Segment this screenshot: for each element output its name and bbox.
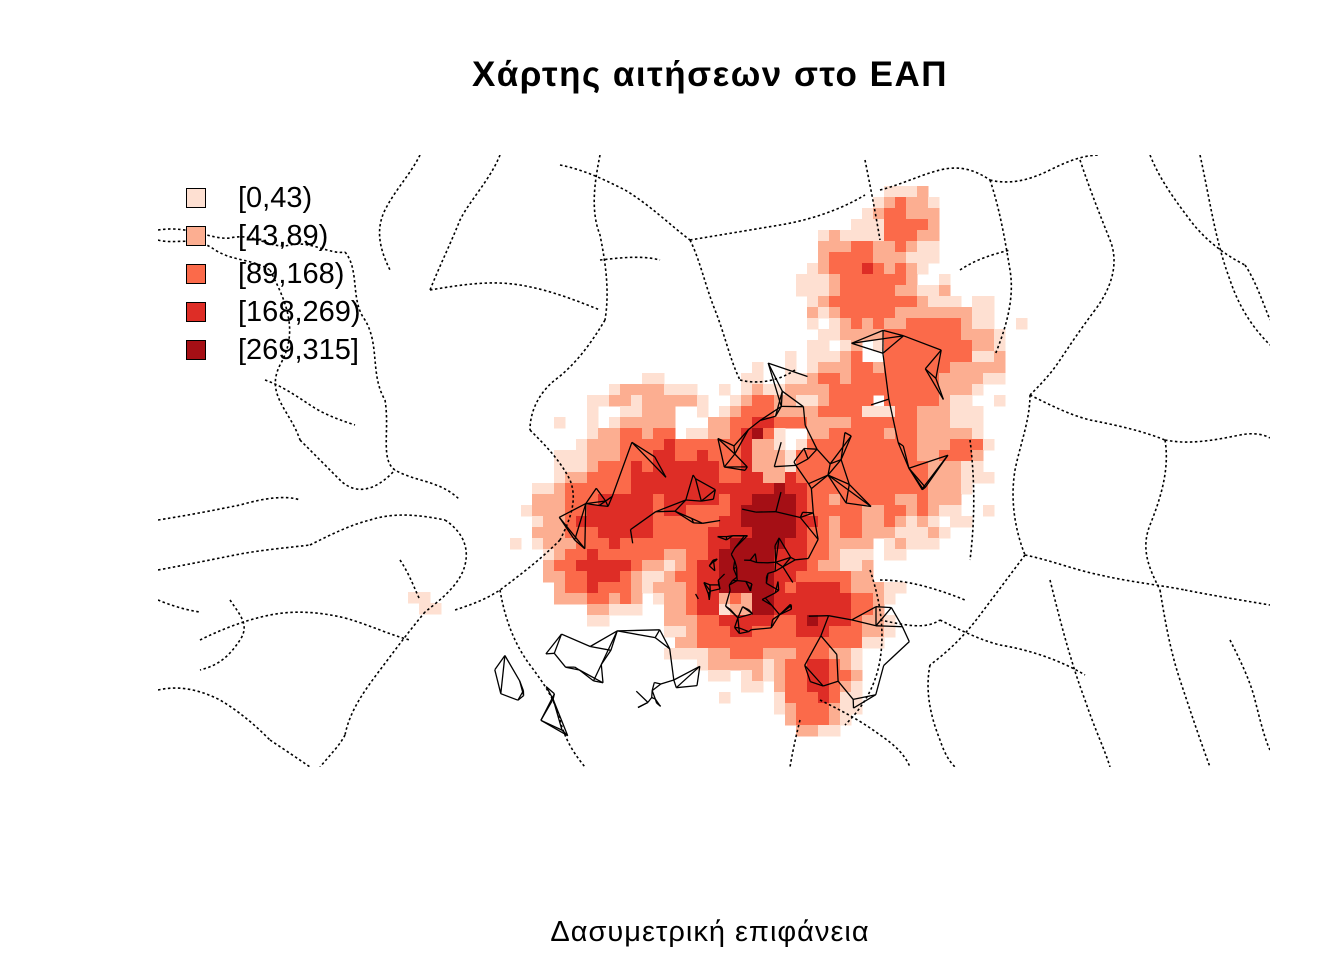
map-title: Χάρτης αιτήσεων στο ΕΑΠ	[471, 55, 949, 94]
legend-item: [269,315]	[183, 332, 423, 370]
legend-label: [89,168)	[238, 258, 345, 290]
legend: [0,43) [43,89) [89,168) [168,269) [269,3…	[183, 180, 423, 370]
legend-swatch	[186, 302, 206, 322]
legend-swatch	[186, 188, 206, 208]
legend-item: [89,168)	[183, 256, 423, 294]
legend-item: [0,43)	[183, 180, 423, 218]
legend-label: [43,89)	[238, 220, 329, 252]
inner-boundaries	[494, 329, 949, 737]
legend-label: [269,315]	[238, 334, 359, 366]
legend-swatch	[186, 340, 206, 360]
legend-item: [43,89)	[183, 218, 423, 256]
legend-swatch	[186, 264, 206, 284]
legend-swatch	[186, 226, 206, 246]
legend-label: [0,43)	[238, 182, 313, 214]
legend-label: [168,269)	[238, 296, 361, 328]
legend-item: [168,269)	[183, 294, 423, 332]
density-raster	[408, 186, 1028, 737]
municipal-boundaries	[158, 155, 1270, 767]
map-subtitle: Δασυμετρική επιφάνεια	[550, 916, 870, 948]
